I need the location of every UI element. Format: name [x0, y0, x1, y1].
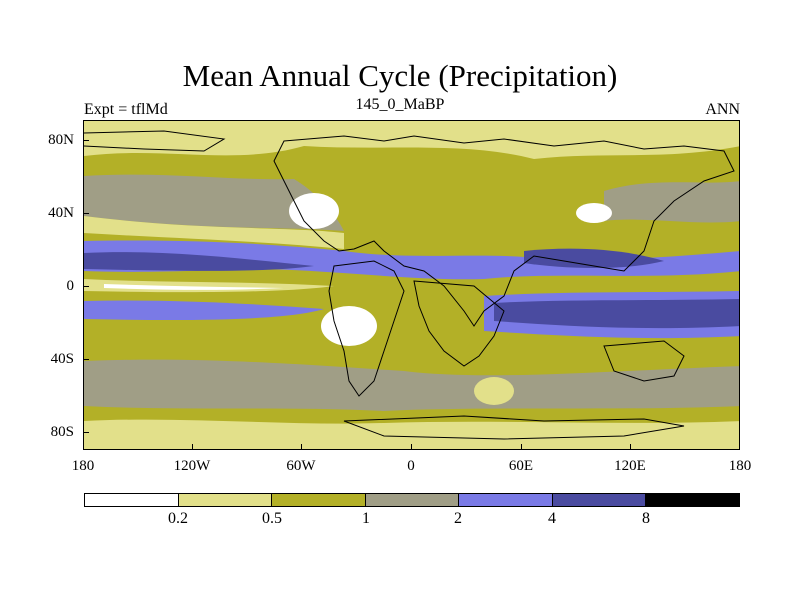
north-subtropic-band — [84, 216, 344, 249]
lat-tick — [83, 359, 89, 360]
colorbar-box-4 — [459, 494, 553, 506]
colorbar-box-0 — [85, 494, 179, 506]
australia-outline — [603, 340, 685, 382]
colorbar-label-1: 0.5 — [262, 510, 282, 527]
lon-tick — [521, 444, 522, 450]
lon-tick — [192, 444, 193, 450]
continent-outlines — [84, 130, 735, 440]
north-east-gray — [604, 181, 739, 223]
antarctic-band — [84, 419, 739, 449]
colorbar-label-2: 1 — [362, 510, 370, 527]
lat-tick — [83, 432, 89, 433]
lon-tick — [630, 444, 631, 450]
lon-tick — [411, 444, 412, 450]
lat-label-80s: 80S — [50, 424, 74, 440]
white-patch-1 — [289, 193, 339, 229]
lat-tick — [83, 140, 89, 141]
lon-tick — [301, 444, 302, 450]
antarctica-outline — [343, 415, 685, 440]
lat-label-equator: 0 — [66, 278, 75, 294]
north-pacific-gray — [84, 174, 344, 231]
colorbar-box-5 — [552, 494, 647, 506]
lat-label-40s: 40S — [50, 351, 74, 367]
white-patch-2 — [321, 306, 377, 346]
colorbar-box-1 — [178, 494, 273, 506]
colorbar-label-4: 4 — [548, 510, 556, 527]
indian-ocean-dark — [524, 248, 664, 268]
lon-label-180e: 180 — [728, 458, 752, 474]
equatorial-white — [104, 284, 284, 290]
lat-label-80n: 80N — [48, 132, 74, 148]
colorbar-box-3 — [365, 494, 460, 506]
colorbar-label-5: 8 — [642, 510, 650, 527]
map-svg — [84, 121, 739, 449]
colorbar-box-2 — [272, 494, 366, 506]
colorbar-label-0: 0.2 — [168, 510, 188, 527]
africa-outline — [413, 280, 505, 367]
lon-label-60e: 60E — [508, 458, 534, 474]
colorbar — [84, 493, 740, 507]
lon-label-180w: 180 — [71, 458, 95, 474]
time-label: 145_0_MaBP — [355, 96, 445, 113]
south-tropic-blue-west — [84, 300, 324, 320]
tropical-north-dark — [84, 252, 314, 271]
eurasia-na-outline — [273, 135, 735, 327]
south-tropic-dark-east — [494, 299, 739, 329]
arctic-band — [84, 121, 739, 159]
plot-title: Mean Annual Cycle (Precipitation) — [182, 58, 618, 93]
white-patch-3 — [576, 203, 612, 223]
south-america-outline — [328, 260, 405, 397]
lon-label-60w: 60W — [286, 458, 316, 474]
season-label: ANN — [705, 101, 740, 118]
lat-label-40n: 40N — [48, 205, 74, 221]
lon-label-120e: 120E — [614, 458, 646, 474]
colorbar-label-3: 2 — [454, 510, 462, 527]
experiment-label: Expt = tflMd — [84, 101, 168, 118]
lon-label-0: 0 — [407, 458, 415, 474]
precipitation-map — [83, 120, 740, 450]
arctic-outline — [84, 130, 226, 152]
light-patch-1 — [474, 377, 514, 405]
lon-label-120w: 120W — [173, 458, 211, 474]
lat-tick — [83, 213, 89, 214]
colorbar-box-6 — [646, 494, 740, 506]
tropical-north-band — [84, 240, 739, 280]
lat-tick — [83, 286, 89, 287]
southern-gray-band — [84, 359, 739, 411]
